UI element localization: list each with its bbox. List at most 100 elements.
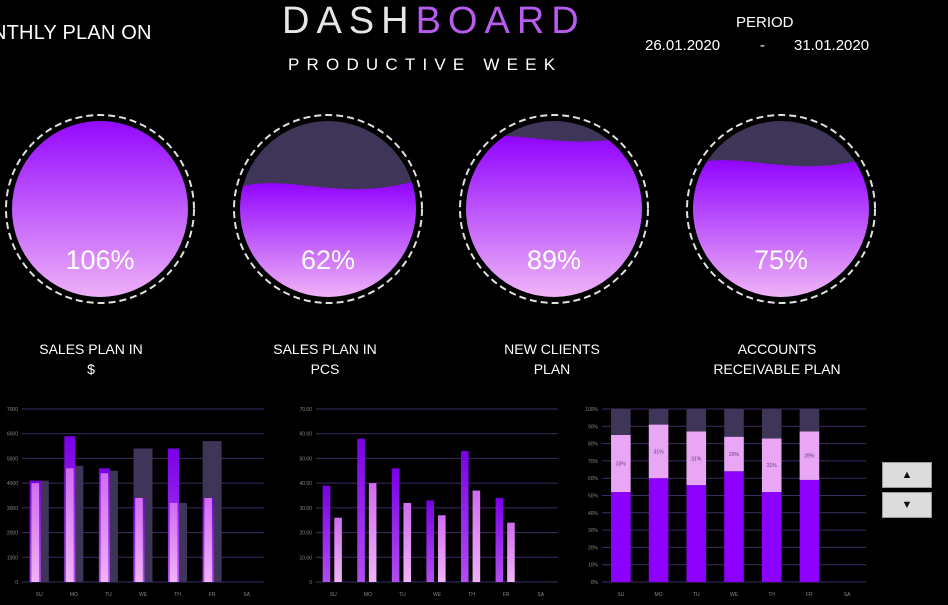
bar-segment-base [648,478,669,582]
kpi-label-line2: PCS [310,361,340,377]
category-label: TU [399,592,406,598]
bar-segment-top [686,409,707,432]
category-label: TU [105,592,112,598]
tick-label: 7000 [7,407,18,413]
gauge-ring [233,114,423,304]
tick-label: 0% [591,580,599,586]
kpi-label-line2: PLAN [533,361,571,377]
tick-label: 3000 [7,506,18,512]
category-label: FR [209,592,216,598]
kpi-label-accounts-receivable: ACCOUNTS RECEIVABLE PLAN [692,339,862,379]
bar-segment-mid [686,431,707,486]
chart-sales-pcs-svg: 0 10.00 20.00 30.00 40.00 50.00 60.00 70.00 SU MO… [299,407,558,598]
kpi-sales-usd: 106% [3,112,197,306]
title-part-dash: DASH [282,0,416,42]
kpi-label-sales-usd: SALES PLAN IN $ [6,339,176,379]
period-label: PERIOD [736,14,794,31]
category-label: SA [243,592,250,598]
bar-inner [169,502,178,582]
bar-segment-mid [648,424,669,479]
bar-inner [66,468,74,582]
dashboard-subtitle: PRODUCTIVE WEEK [288,55,563,74]
kpi-value: 75% [753,245,809,275]
kpi-label-line1: ACCOUNTS [737,341,817,357]
tick-label: 100% [585,407,598,413]
bar-segment-mid [611,434,631,493]
category-label: SA [537,592,544,598]
tick-label: 30.00 [299,506,312,512]
bar-series-2 [472,490,481,582]
data-label: 31% [691,456,702,462]
tick-label: 0 [15,580,18,586]
kpi-sales-pcs: 62% [231,112,425,306]
kpi-label-line2: $ [87,361,95,377]
period-spinner[interactable]: ▲ ▼ [882,462,932,518]
tick-label: 10% [588,563,599,569]
gauge-fill [693,157,869,297]
kpi-label-line1: SALES PLAN IN [273,341,377,357]
tick-label: 20% [588,545,599,551]
chart-accounts-receivable: 0% 10% 20% 30% 40% 50% 60% 70% 80% 90% 100% 33% SU 31… [578,400,874,605]
category-label: MO [70,592,78,598]
bar-inner [100,473,109,582]
tick-label: 0 [309,580,312,586]
category-label: FR [806,592,813,598]
tick-label: 10.00 [299,555,312,561]
data-label: 20% [729,452,740,458]
bar-series-1 [460,451,469,582]
gauge-fill [12,121,188,297]
bar-series-2 [507,522,515,582]
tick-label: 90% [588,424,599,430]
plan-banner: NTHLY PLAN ON [0,22,152,44]
gauge-ring [5,114,195,304]
title-part-board: BOARD [415,0,586,42]
data-label: 31% [654,449,665,455]
kpi-label-new-clients: NEW CLIENTS PLAN [467,339,637,379]
bar-segment-base [611,492,631,582]
kpi-gauge [5,114,195,304]
data-label: 33% [616,461,627,467]
tick-label: 60.00 [299,432,312,438]
kpi-value: 106% [65,245,135,275]
tick-label: 30% [588,528,599,534]
kpi-gauge [459,114,649,304]
tick-label: 1000 [7,555,18,561]
dashboard-title: DASHBOARD [282,0,586,43]
bar-segment-top [799,409,820,432]
category-label: SU [36,592,43,598]
tick-label: 80% [588,442,599,448]
bar-segment-top [648,409,669,425]
data-label: 28% [804,454,815,460]
bar-series-2 [438,515,446,582]
kpi-gauge [233,114,423,304]
tick-label: 2000 [7,531,18,537]
period-separator: - [760,37,765,54]
category-label: WE [730,592,739,598]
category-label: TU [693,592,700,598]
tick-label: 50.00 [299,456,312,462]
bar-series-1 [426,500,434,582]
bar-segment-base [724,471,744,582]
bar-segment-mid [724,436,744,472]
bar-segment-mid [761,438,782,493]
tick-label: 70.00 [299,407,312,413]
tick-label: 50% [588,494,599,500]
category-label: WE [139,592,148,598]
category-label: MO [655,592,663,598]
bar-series-2 [334,517,342,582]
gauge-ring [459,114,649,304]
category-label: TH [768,592,775,598]
spinner-up-button[interactable]: ▲ [882,462,932,488]
spinner-down-button[interactable]: ▼ [882,492,932,518]
tick-label: 40.00 [299,481,312,487]
bar-segment-top [724,409,744,437]
category-label: SA [844,592,851,598]
gauge-fill [240,179,416,297]
tick-label: 6000 [7,432,18,438]
bar-segment-mid [799,431,820,480]
chart-sales-usd-svg: 0 1000 2000 3000 4000 5000 6000 7000 SU MO TU WE TH F… [7,407,264,598]
category-label: TH [174,592,181,598]
kpi-new-clients: 89% [457,112,651,306]
bar-inner [204,497,212,582]
bar-segment-base [761,492,782,582]
